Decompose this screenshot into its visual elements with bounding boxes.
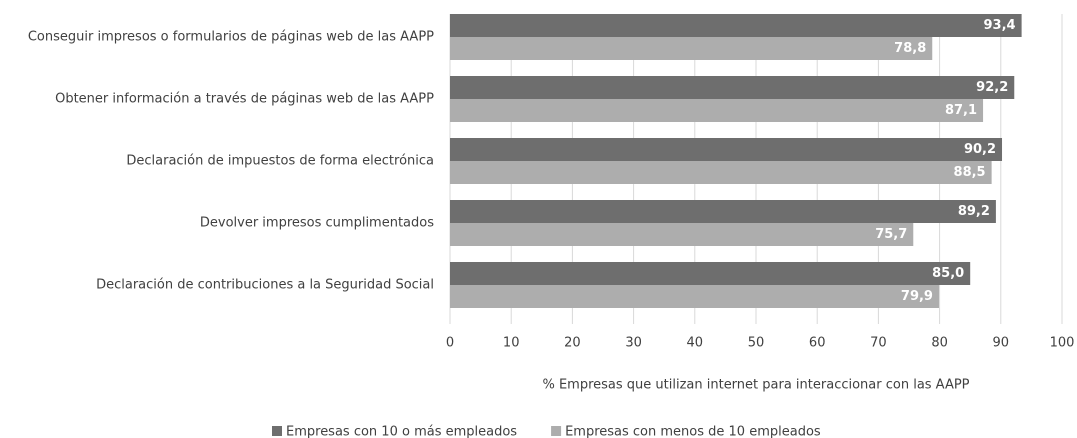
x-tick-label: 50 <box>748 336 765 351</box>
value-label: 92,2 <box>976 80 1008 95</box>
x-tick-label: 100 <box>1050 336 1075 351</box>
category-label: Devolver impresos cumplimentados <box>200 216 434 231</box>
category-label: Conseguir impresos o formularios de pági… <box>28 30 434 45</box>
legend-label: Empresas con menos de 10 empleados <box>565 425 821 438</box>
x-tick-label: 80 <box>931 336 948 351</box>
value-label: 90,2 <box>964 142 996 157</box>
value-label: 87,1 <box>945 103 977 118</box>
x-axis-title: % Empresas que utilizan internet para in… <box>542 378 969 393</box>
x-tick-label: 60 <box>809 336 826 351</box>
category-label: Declaración de contribuciones a la Segur… <box>96 278 434 293</box>
x-tick-label: 40 <box>687 336 704 351</box>
x-tick-label: 90 <box>993 336 1010 351</box>
bar <box>450 200 996 223</box>
x-tick-label: 0 <box>446 336 454 351</box>
legend-swatch <box>272 426 282 436</box>
value-label: 93,4 <box>984 18 1016 33</box>
bar <box>450 99 984 122</box>
value-label: 75,7 <box>875 227 907 242</box>
x-tick-label: 30 <box>625 336 642 351</box>
value-label: 79,9 <box>901 289 933 304</box>
value-label: 78,8 <box>894 41 926 56</box>
bar <box>450 223 914 246</box>
category-label: Declaración de impuestos de forma electr… <box>126 154 434 169</box>
category-label: Obtener información a través de páginas … <box>55 92 434 107</box>
bar <box>450 262 971 285</box>
value-label: 85,0 <box>932 266 964 281</box>
x-tick-label: 10 <box>503 336 520 351</box>
legend-swatch <box>551 426 562 436</box>
bar <box>450 285 939 308</box>
x-tick-label: 70 <box>870 336 887 351</box>
bar <box>450 14 1022 37</box>
bar <box>450 76 1015 99</box>
legend-label: Empresas con 10 o más empleados <box>286 425 517 438</box>
value-label: 89,2 <box>958 204 990 219</box>
x-tick-label: 20 <box>564 336 581 351</box>
value-label: 88,5 <box>954 165 986 180</box>
bar <box>450 161 992 184</box>
bar <box>450 138 1003 161</box>
bar <box>450 37 933 60</box>
